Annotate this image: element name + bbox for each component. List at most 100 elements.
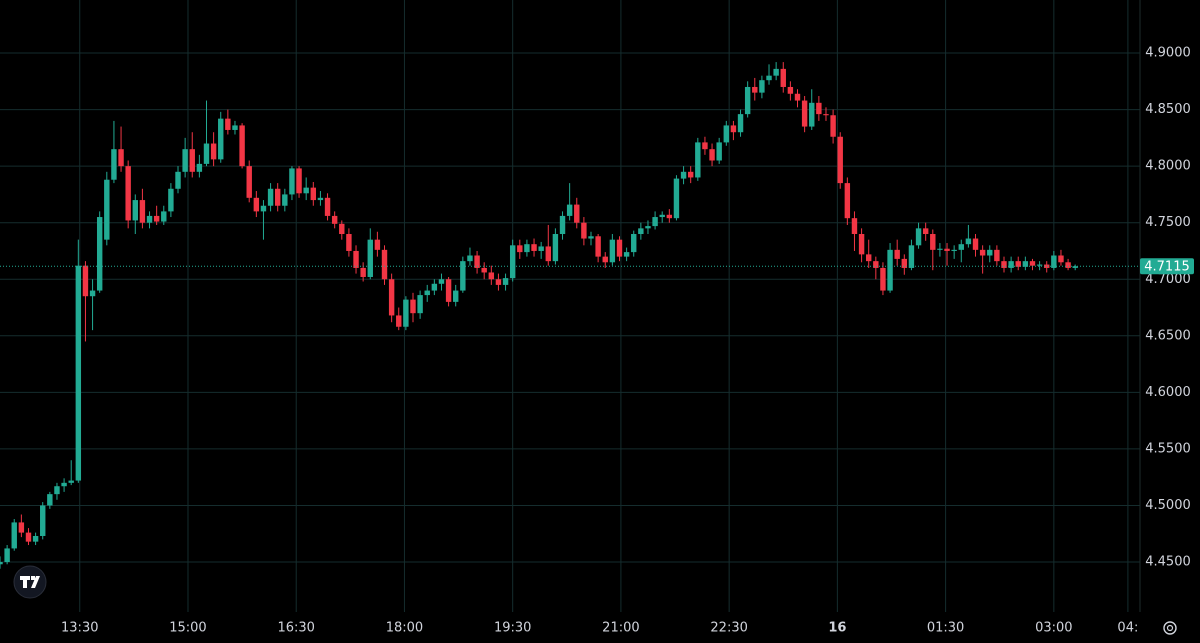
tv-logo[interactable] [13,565,47,599]
candle-body [994,249,1000,262]
x-tick-label: 22:30 [710,621,747,636]
candle-body [816,102,822,115]
candle-body [453,290,459,302]
candle-body [438,279,445,284]
candle-body [225,118,231,130]
candle-body [858,234,865,255]
candle-body [944,248,950,251]
x-tick-label: 21:00 [602,621,639,636]
candle-body [417,295,423,314]
candle-body [659,214,665,218]
candle-body [1001,261,1007,268]
candle-body [716,142,722,161]
y-tick-label: 4.7500 [1145,215,1191,230]
candle-body [467,255,473,262]
candle-body [196,163,203,172]
candle-body [374,239,381,250]
candle-body [460,261,466,291]
candle-body [310,187,317,201]
y-tick-label: 4.6000 [1145,385,1191,400]
candle-body [709,149,715,161]
candle-body [823,114,829,116]
candle-body [502,278,509,285]
candle-body [431,283,438,291]
candle-body [987,249,993,256]
candle-body [403,299,409,327]
candle-body [666,214,673,219]
price-axis-panel [1140,0,1200,643]
candle-body [1036,264,1043,266]
candle-body [695,142,701,178]
candle-body [545,246,551,262]
candle-body [289,168,295,195]
last-price-label: 4.7115 [1144,260,1190,275]
y-tick-label: 4.7000 [1145,272,1191,287]
candle-body [887,249,893,291]
candle-body [75,265,82,481]
candle-body [139,200,146,223]
candle-body [1008,261,1014,268]
candle-body [331,215,338,224]
candle-body [360,267,366,277]
candle-body [274,188,281,206]
candle-body [880,267,886,291]
candles [0,62,1140,569]
candle-body [424,290,430,296]
candle-body [509,245,516,279]
candle-body [866,254,872,262]
candle-body [146,215,153,223]
candle-body [96,217,103,291]
candle-body [381,249,388,280]
candle-body [652,217,658,227]
y-tick-label: 4.6500 [1145,328,1191,343]
y-tick-label: 4.4500 [1145,555,1191,570]
candle-body [203,143,210,164]
candle-body [538,246,544,251]
candle-body [801,100,808,127]
candle-body [104,179,110,240]
candle-body [951,249,957,251]
candle-body [161,211,167,222]
candle-body [844,183,851,219]
candle-body [737,114,744,133]
candle-body [253,197,260,212]
candle-body [837,136,843,184]
candle-body [1029,261,1036,266]
candle-body [638,228,644,235]
candle-body [82,265,89,297]
x-tick-label: 16:30 [277,621,314,636]
candle-body [609,239,616,263]
candle-body [11,522,17,549]
candle-body [118,149,124,167]
settings-icon[interactable] [1163,621,1177,635]
candle-body [559,215,566,235]
candle-body [794,93,801,101]
candle-body [1065,262,1071,268]
candle-body [787,86,794,94]
candle-body [595,236,601,257]
candle-body [232,125,238,130]
y-tick-label: 4.5500 [1145,441,1191,456]
candle-body [574,204,580,223]
candle-body [1058,255,1064,263]
candle-body [766,75,772,81]
candle-body [979,249,986,256]
candle-body [552,234,559,262]
candle-body [339,223,345,235]
candle-body [132,200,138,221]
candle-body [922,228,929,235]
candle-body [702,142,708,150]
candle-body [18,522,25,533]
candle-body [730,125,737,133]
candle-body [303,187,309,194]
candle-body [623,252,630,257]
candle-body [830,115,836,137]
candle-body [566,204,573,216]
x-tick-label: 01:30 [927,621,964,636]
candle-body [901,258,908,268]
y-tick-label: 4.8500 [1145,102,1191,117]
candle-body [210,143,217,160]
candle-body [0,562,3,565]
